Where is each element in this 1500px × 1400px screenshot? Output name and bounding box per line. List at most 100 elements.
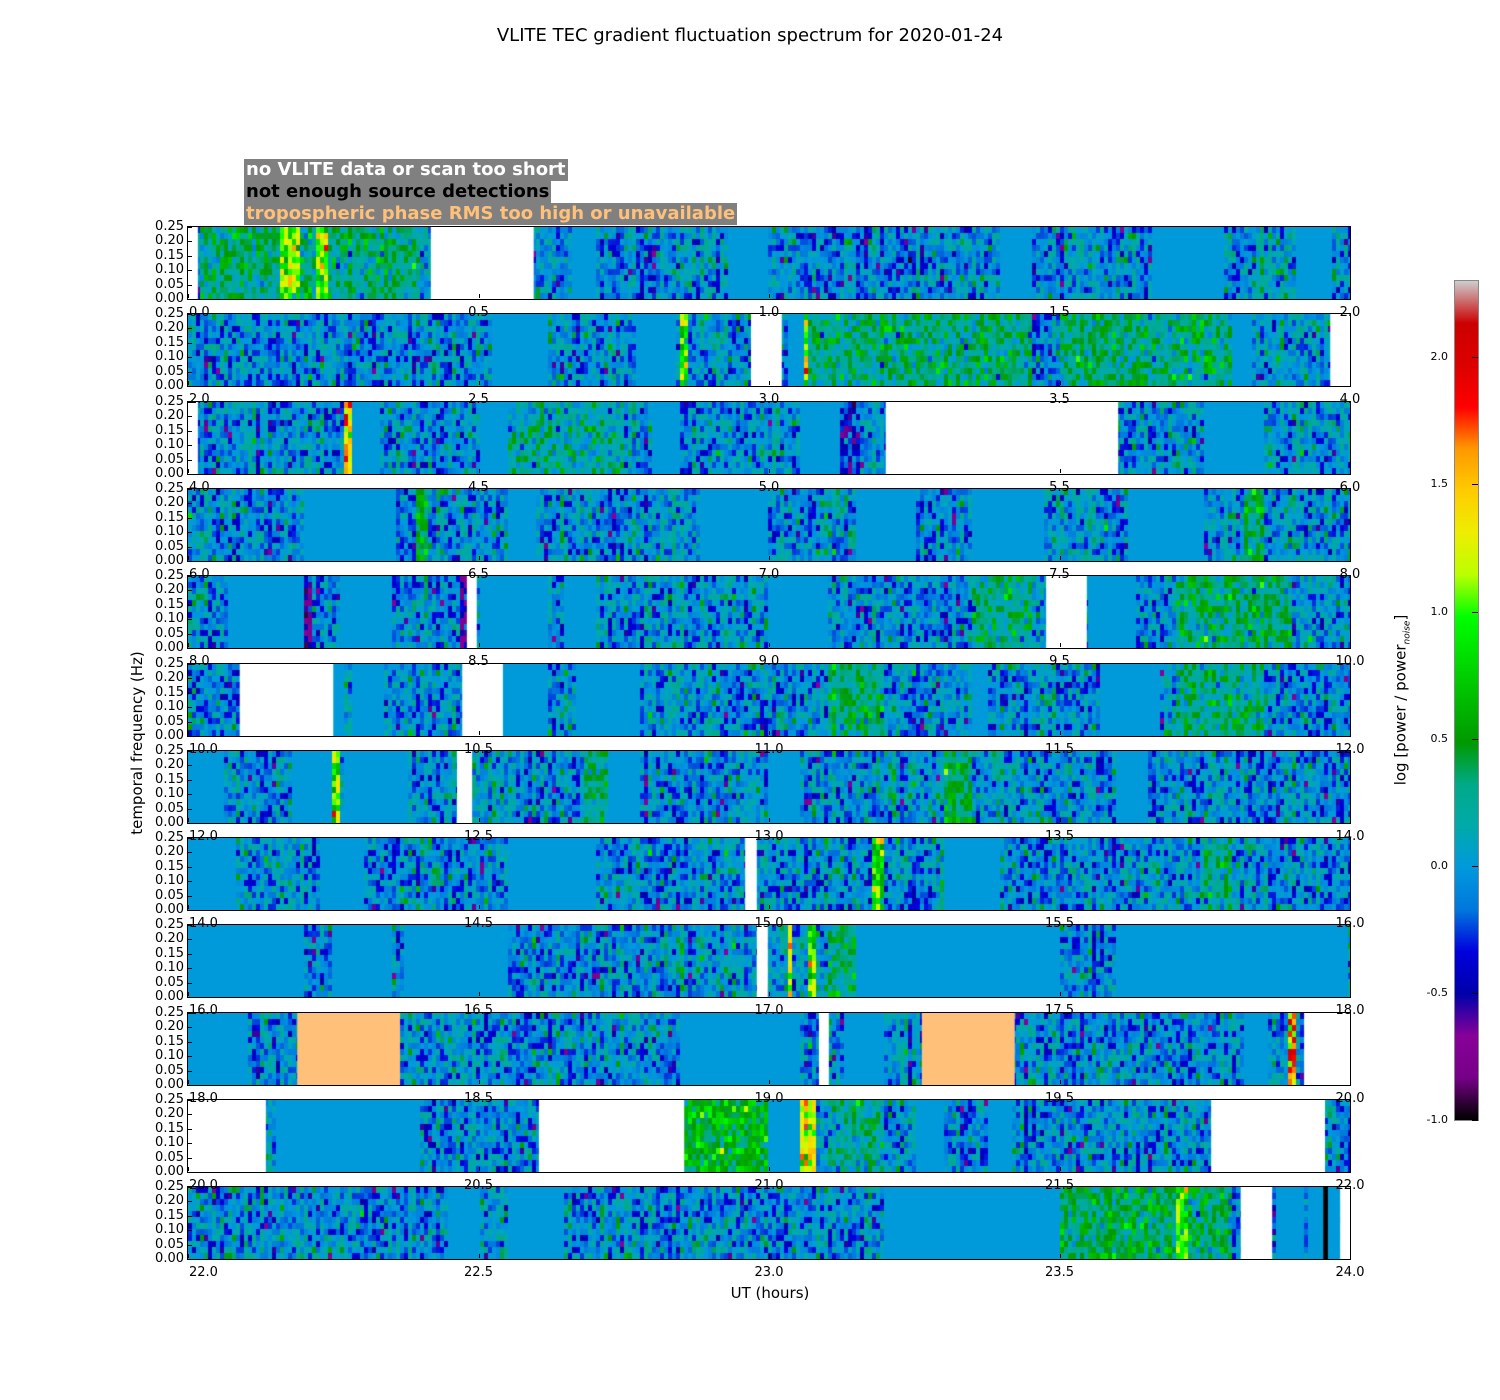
y-tick-label: 0.05 [155,1062,184,1078]
heatmap-panel-4 [187,575,1351,649]
x-tick-mark [1350,992,1351,996]
y-tick-label: 0.10 [155,262,184,278]
y-axis-label: temporal frequency (Hz) [128,651,146,835]
x-tick-mark [1059,1080,1061,1084]
y-tick-mark [188,416,192,418]
y-tick-label: 0.20 [155,757,184,773]
x-tick-label: 18.0 [1335,1003,1365,1018]
x-tick-mark [478,818,480,822]
y-tick-mark [188,779,192,781]
heatmap-panel-11 [187,1186,1351,1260]
x-tick-label: 16.0 [1335,916,1365,931]
y-tick-label: 0.25 [155,481,184,496]
y-tick-mark [188,561,192,562]
x-tick-label: 0.0 [189,305,210,320]
x-tick-label: 17.0 [754,1003,784,1018]
heatmap-cells [188,664,1350,736]
x-tick-label: 18.0 [189,1091,218,1106]
colorbar-tick-mark [1472,992,1478,994]
legend-no-data: no VLITE data or scan too short [244,159,568,181]
y-tick-mark [188,1172,192,1173]
y-tick-mark [188,997,192,998]
y-tick-label: 0.00 [155,815,184,830]
y-tick-label: 0.25 [155,830,184,845]
y-tick-label: 0.05 [155,713,184,729]
y-tick-mark [188,270,192,272]
x-axis-label: UT (hours) [730,1284,810,1302]
x-tick-label: 4.5 [468,480,489,495]
x-tick-mark [188,818,189,822]
y-tick-label: 0.20 [155,931,184,947]
y-tick-mark [188,1070,192,1072]
x-tick-mark [478,1080,480,1084]
x-tick-mark [769,731,770,735]
y-tick-label: 0.05 [155,625,184,641]
x-tick-mark [1059,381,1061,385]
x-tick-mark [188,905,189,909]
colorbar [1454,280,1479,1121]
colorbar-frame [1454,280,1479,1121]
y-tick-mark [188,227,192,228]
x-tick-mark [769,556,770,560]
y-tick-mark [188,910,192,911]
y-tick-mark [188,1128,192,1130]
colorbar-tick-label: -1.0 [1426,1113,1448,1126]
y-tick-label: 0.25 [155,219,184,234]
y-tick-mark [188,255,192,257]
y-tick-mark [188,881,192,883]
y-tick-label: 0.00 [155,989,184,1004]
x-tick-label: 4.0 [189,480,210,495]
y-tick-mark [188,1143,192,1145]
y-tick-label: 0.20 [155,495,184,511]
y-tick-mark [188,430,192,432]
y-tick-mark [188,314,192,315]
x-tick-label: 10.0 [189,742,218,757]
x-tick-mark [1059,818,1061,822]
x-tick-label: 3.5 [1049,392,1070,407]
x-tick-label: 5.0 [758,480,780,495]
x-tick-label: 12.0 [189,829,218,844]
y-tick-mark [188,1056,192,1058]
y-tick-label: 0.25 [155,917,184,932]
y-tick-mark [188,1041,192,1043]
colorbar-label-end: ] [1391,614,1410,621]
colorbar-tick-mark [1472,484,1478,486]
y-tick-label: 0.10 [155,1222,184,1238]
heatmap-cells [188,925,1350,997]
x-tick-mark [1350,731,1351,735]
colorbar-label-main: log [power / power [1391,644,1410,786]
x-tick-label: 23.0 [754,1265,784,1280]
x-tick-label: 13.5 [1045,829,1074,844]
heatmap-panel-6 [187,750,1351,824]
x-tick-mark [1059,905,1061,909]
y-tick-label: 0.25 [155,1092,184,1107]
y-tick-mark [188,1230,192,1232]
y-tick-mark [188,939,192,941]
x-tick-label: 8.0 [189,654,210,669]
colorbar-tick-mark [1472,865,1478,867]
x-tick-mark [1350,818,1351,822]
y-tick-mark [188,866,192,868]
colorbar-tick-label: 1.5 [1430,477,1449,491]
x-tick-mark [188,556,189,560]
heatmap-cells [188,1013,1350,1085]
x-tick-mark [188,643,189,647]
y-tick-mark [188,619,192,621]
y-tick-mark [188,1100,192,1101]
y-tick-label: 0.10 [155,873,184,889]
y-tick-label: 0.00 [155,291,184,306]
y-tick-mark [188,633,192,635]
colorbar-label: log [power / powernoise] [1392,615,1413,786]
heatmap-panel-9 [187,1012,1351,1086]
x-tick-mark [1350,643,1351,647]
y-tick-label: 0.20 [155,1106,184,1122]
y-tick-mark [188,604,192,606]
x-tick-label: 3.0 [758,392,780,407]
x-tick-mark [188,469,189,473]
heatmap-cells [188,402,1350,474]
legend-tropo: tropospheric phase RMS too high or unava… [244,203,738,225]
y-tick-label: 0.10 [155,524,184,540]
y-tick-label: 0.10 [155,437,184,453]
y-tick-mark [188,445,192,447]
x-tick-label: 14.0 [189,916,218,931]
